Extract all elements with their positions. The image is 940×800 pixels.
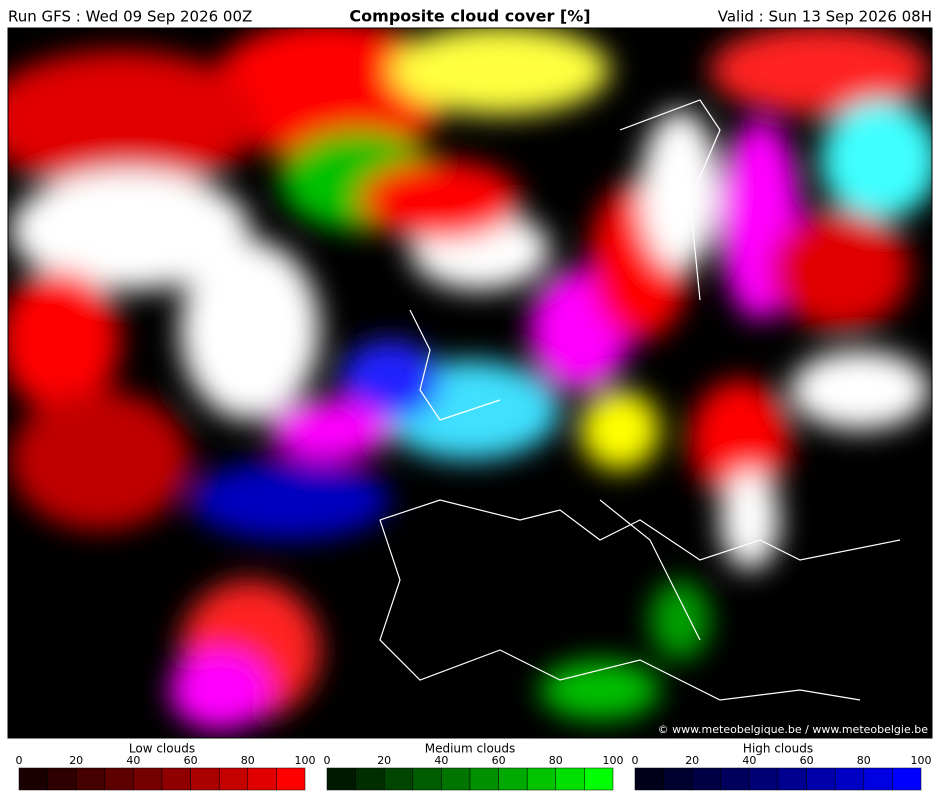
colorbar-tick-label: 80 [549, 754, 563, 767]
colorbar-segment [663, 767, 693, 791]
colorbar-segment [441, 767, 471, 791]
colorbar-tick-label: 60 [492, 754, 506, 767]
colorbar-tick-label: 0 [632, 754, 639, 767]
colorbar-segment [190, 767, 220, 791]
colorbar-tick-label: 60 [800, 754, 814, 767]
colorbar-tick-label: 0 [324, 754, 331, 767]
colorbar-title: Medium clouds [425, 742, 516, 756]
colorbar-segment [47, 767, 77, 791]
colorbar-segment [806, 767, 836, 791]
colorbar-tick-label: 0 [16, 754, 23, 767]
colorbar-segment [777, 767, 807, 791]
cloud-map: © www.meteobelgique.be / www.meteobelgie… [8, 28, 932, 738]
colorbar-segment [133, 767, 163, 791]
colorbar-tick-label: 80 [857, 754, 871, 767]
colorbar-segment [555, 767, 585, 791]
credit: © www.meteobelgique.be / www.meteobelgie… [658, 723, 929, 736]
colorbar-tick-label: 40 [434, 754, 448, 767]
colorbar-segment [247, 767, 277, 791]
colorbar-title: Low clouds [129, 742, 195, 756]
colorbar-segment [276, 767, 306, 791]
colorbar-segment [892, 767, 922, 791]
colorbar-segment [863, 767, 893, 791]
colorbar-segment [634, 767, 664, 791]
colorbar-title: High clouds [743, 742, 813, 756]
colorbar-segment [326, 767, 356, 791]
colorbar-segment [691, 767, 722, 791]
colorbar-segment [412, 767, 442, 791]
colorbar-segment [218, 767, 249, 791]
colorbar-tick-label: 40 [742, 754, 756, 767]
map-frame [7, 27, 933, 739]
legend: Low clouds 0 20 40 60 80 100 Medium clouds 0 20 40… [16, 742, 932, 791]
colorbar-tick-label: 100 [295, 754, 316, 767]
colorbar-segment [355, 767, 385, 791]
colorbar-segment [75, 767, 106, 791]
colorbar-tick-label: 60 [184, 754, 198, 767]
colorbar-tick-label: 20 [685, 754, 699, 767]
map-title: Composite cloud cover [%] [349, 7, 590, 26]
colorbar-segment [584, 767, 614, 791]
colorbar-segment [161, 767, 191, 791]
colorbar-segment [749, 767, 779, 791]
colorbar-segment [720, 767, 750, 791]
colorbar-segment [469, 767, 499, 791]
colorbar-tick-label: 80 [241, 754, 255, 767]
colorbar-tick-label: 20 [69, 754, 83, 767]
valid-label: Valid : Sun 13 Sep 2026 08H [718, 8, 932, 26]
run-label: Run GFS : Wed 09 Sep 2026 00Z [8, 8, 252, 26]
colorbar-segment [383, 767, 414, 791]
colorbar-tick-label: 40 [126, 754, 140, 767]
colorbar-segment [834, 767, 865, 791]
colorbar-segment [526, 767, 557, 791]
colorbar-segment [18, 767, 48, 791]
colorbar-segment [104, 767, 134, 791]
colorbar-segment [498, 767, 528, 791]
colorbar-tick-label: 100 [911, 754, 932, 767]
colorbar-tick-label: 20 [377, 754, 391, 767]
colorbar-tick-label: 100 [603, 754, 624, 767]
